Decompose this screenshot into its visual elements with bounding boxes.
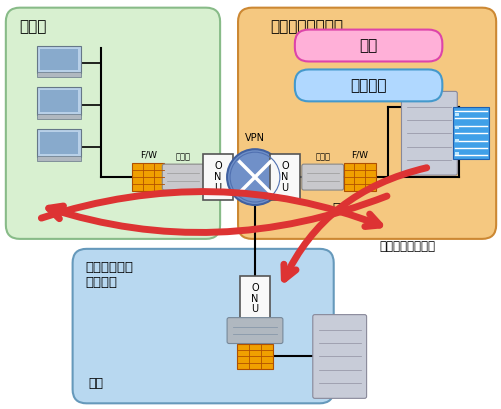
Bar (236, 344, 273, 369)
Bar (132, 163, 164, 191)
Text: F/W: F/W (350, 150, 367, 159)
Bar (343, 163, 375, 191)
Text: 人事給与: 人事給与 (350, 78, 386, 93)
Text: 財務: 財務 (359, 38, 377, 53)
Text: O
N
U: O N U (281, 161, 288, 193)
Bar (454, 126, 458, 129)
FancyBboxPatch shape (312, 315, 366, 398)
Text: O
N
U: O N U (250, 283, 259, 315)
Bar (40, 90, 78, 112)
Text: 関東: 関東 (332, 202, 347, 216)
Bar (37, 72, 81, 77)
Bar (454, 113, 458, 117)
Text: 北陸: 北陸 (88, 378, 103, 390)
FancyBboxPatch shape (301, 164, 343, 190)
Text: 毎日バックアップ: 毎日バックアップ (379, 240, 435, 253)
FancyBboxPatch shape (37, 88, 81, 115)
Text: センター: センター (85, 276, 117, 289)
Bar (239, 276, 270, 321)
FancyBboxPatch shape (162, 164, 204, 190)
Text: VPN: VPN (244, 133, 265, 143)
Text: O
N
U: O N U (214, 161, 221, 193)
FancyBboxPatch shape (37, 129, 81, 157)
Bar (454, 152, 458, 155)
FancyBboxPatch shape (226, 318, 283, 344)
Text: 主データセンター: 主データセンター (270, 20, 342, 35)
FancyBboxPatch shape (237, 8, 495, 239)
Text: バックアップ: バックアップ (85, 261, 133, 274)
Bar (37, 156, 81, 161)
FancyBboxPatch shape (73, 249, 333, 403)
FancyBboxPatch shape (6, 8, 219, 239)
FancyBboxPatch shape (294, 70, 441, 101)
Text: ルータ: ルータ (175, 152, 190, 161)
Bar (452, 107, 488, 159)
Bar (40, 49, 78, 70)
Text: F/W: F/W (140, 150, 156, 159)
Bar (40, 132, 78, 154)
FancyBboxPatch shape (37, 45, 81, 74)
Bar (454, 139, 458, 142)
Bar (37, 114, 81, 119)
FancyBboxPatch shape (294, 29, 441, 61)
Bar (270, 154, 299, 200)
Text: 勝山市: 勝山市 (19, 20, 46, 35)
Bar (203, 154, 232, 200)
FancyBboxPatch shape (401, 91, 456, 175)
Text: ルータ: ルータ (315, 152, 330, 161)
Circle shape (226, 149, 283, 205)
